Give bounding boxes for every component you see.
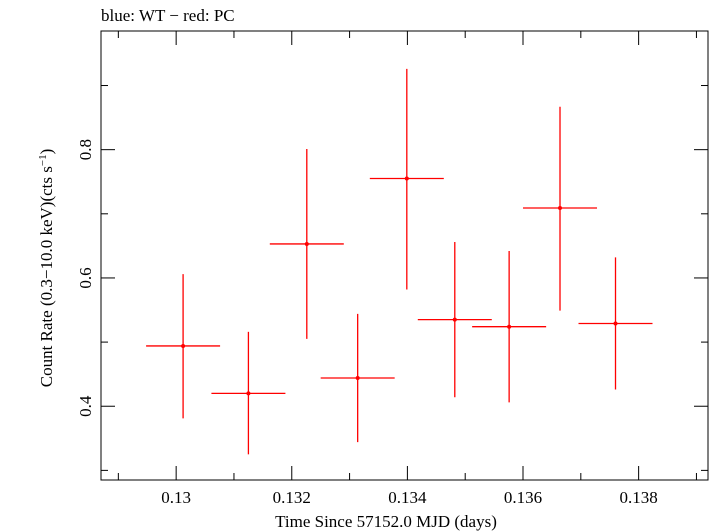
data-series xyxy=(146,68,653,455)
data-point xyxy=(269,149,344,339)
data-point xyxy=(417,242,492,398)
data-point xyxy=(472,251,547,403)
data-marker xyxy=(404,176,409,181)
data-point xyxy=(369,68,444,290)
y-tick-label: 0.8 xyxy=(76,139,95,160)
data-point xyxy=(211,331,286,455)
y-tick-label: 0.4 xyxy=(76,395,95,417)
data-point xyxy=(320,313,395,443)
x-axis-ticks: 0.13 0.132 0.134 0.136 0.138 xyxy=(117,31,697,507)
x-tick-label: 0.138 xyxy=(620,488,658,507)
y-tick-label: 0.6 xyxy=(76,267,95,288)
y-axis-title: Count Rate (0.3−10.0 keV)(cts s−1) xyxy=(37,149,56,388)
y-axis-title-close: ) xyxy=(37,149,56,155)
x-tick-label: 0.134 xyxy=(388,488,427,507)
data-marker xyxy=(452,317,457,322)
plot-title: blue: WT − red: PC xyxy=(101,6,235,25)
x-tick-label: 0.13 xyxy=(161,488,191,507)
x-tick-label: 0.136 xyxy=(504,488,542,507)
data-marker xyxy=(558,206,563,211)
data-point xyxy=(523,106,598,311)
data-marker xyxy=(613,321,618,326)
data-marker xyxy=(355,376,360,381)
y-axis-title-exponent: −1 xyxy=(37,154,49,166)
data-marker xyxy=(181,343,186,348)
data-point xyxy=(146,274,221,419)
y-axis-ticks: 0.4 0.6 0.8 xyxy=(76,85,708,471)
data-point xyxy=(578,257,653,390)
plot-frame xyxy=(100,30,709,481)
y-axis-title-main: Count Rate (0.3−10.0 keV)(cts s xyxy=(37,166,56,387)
data-marker xyxy=(246,391,251,396)
data-marker xyxy=(507,324,512,329)
data-marker xyxy=(304,241,309,246)
x-tick-label: 0.132 xyxy=(273,488,311,507)
x-axis-title: Time Since 57152.0 MJD (days) xyxy=(275,512,497,531)
